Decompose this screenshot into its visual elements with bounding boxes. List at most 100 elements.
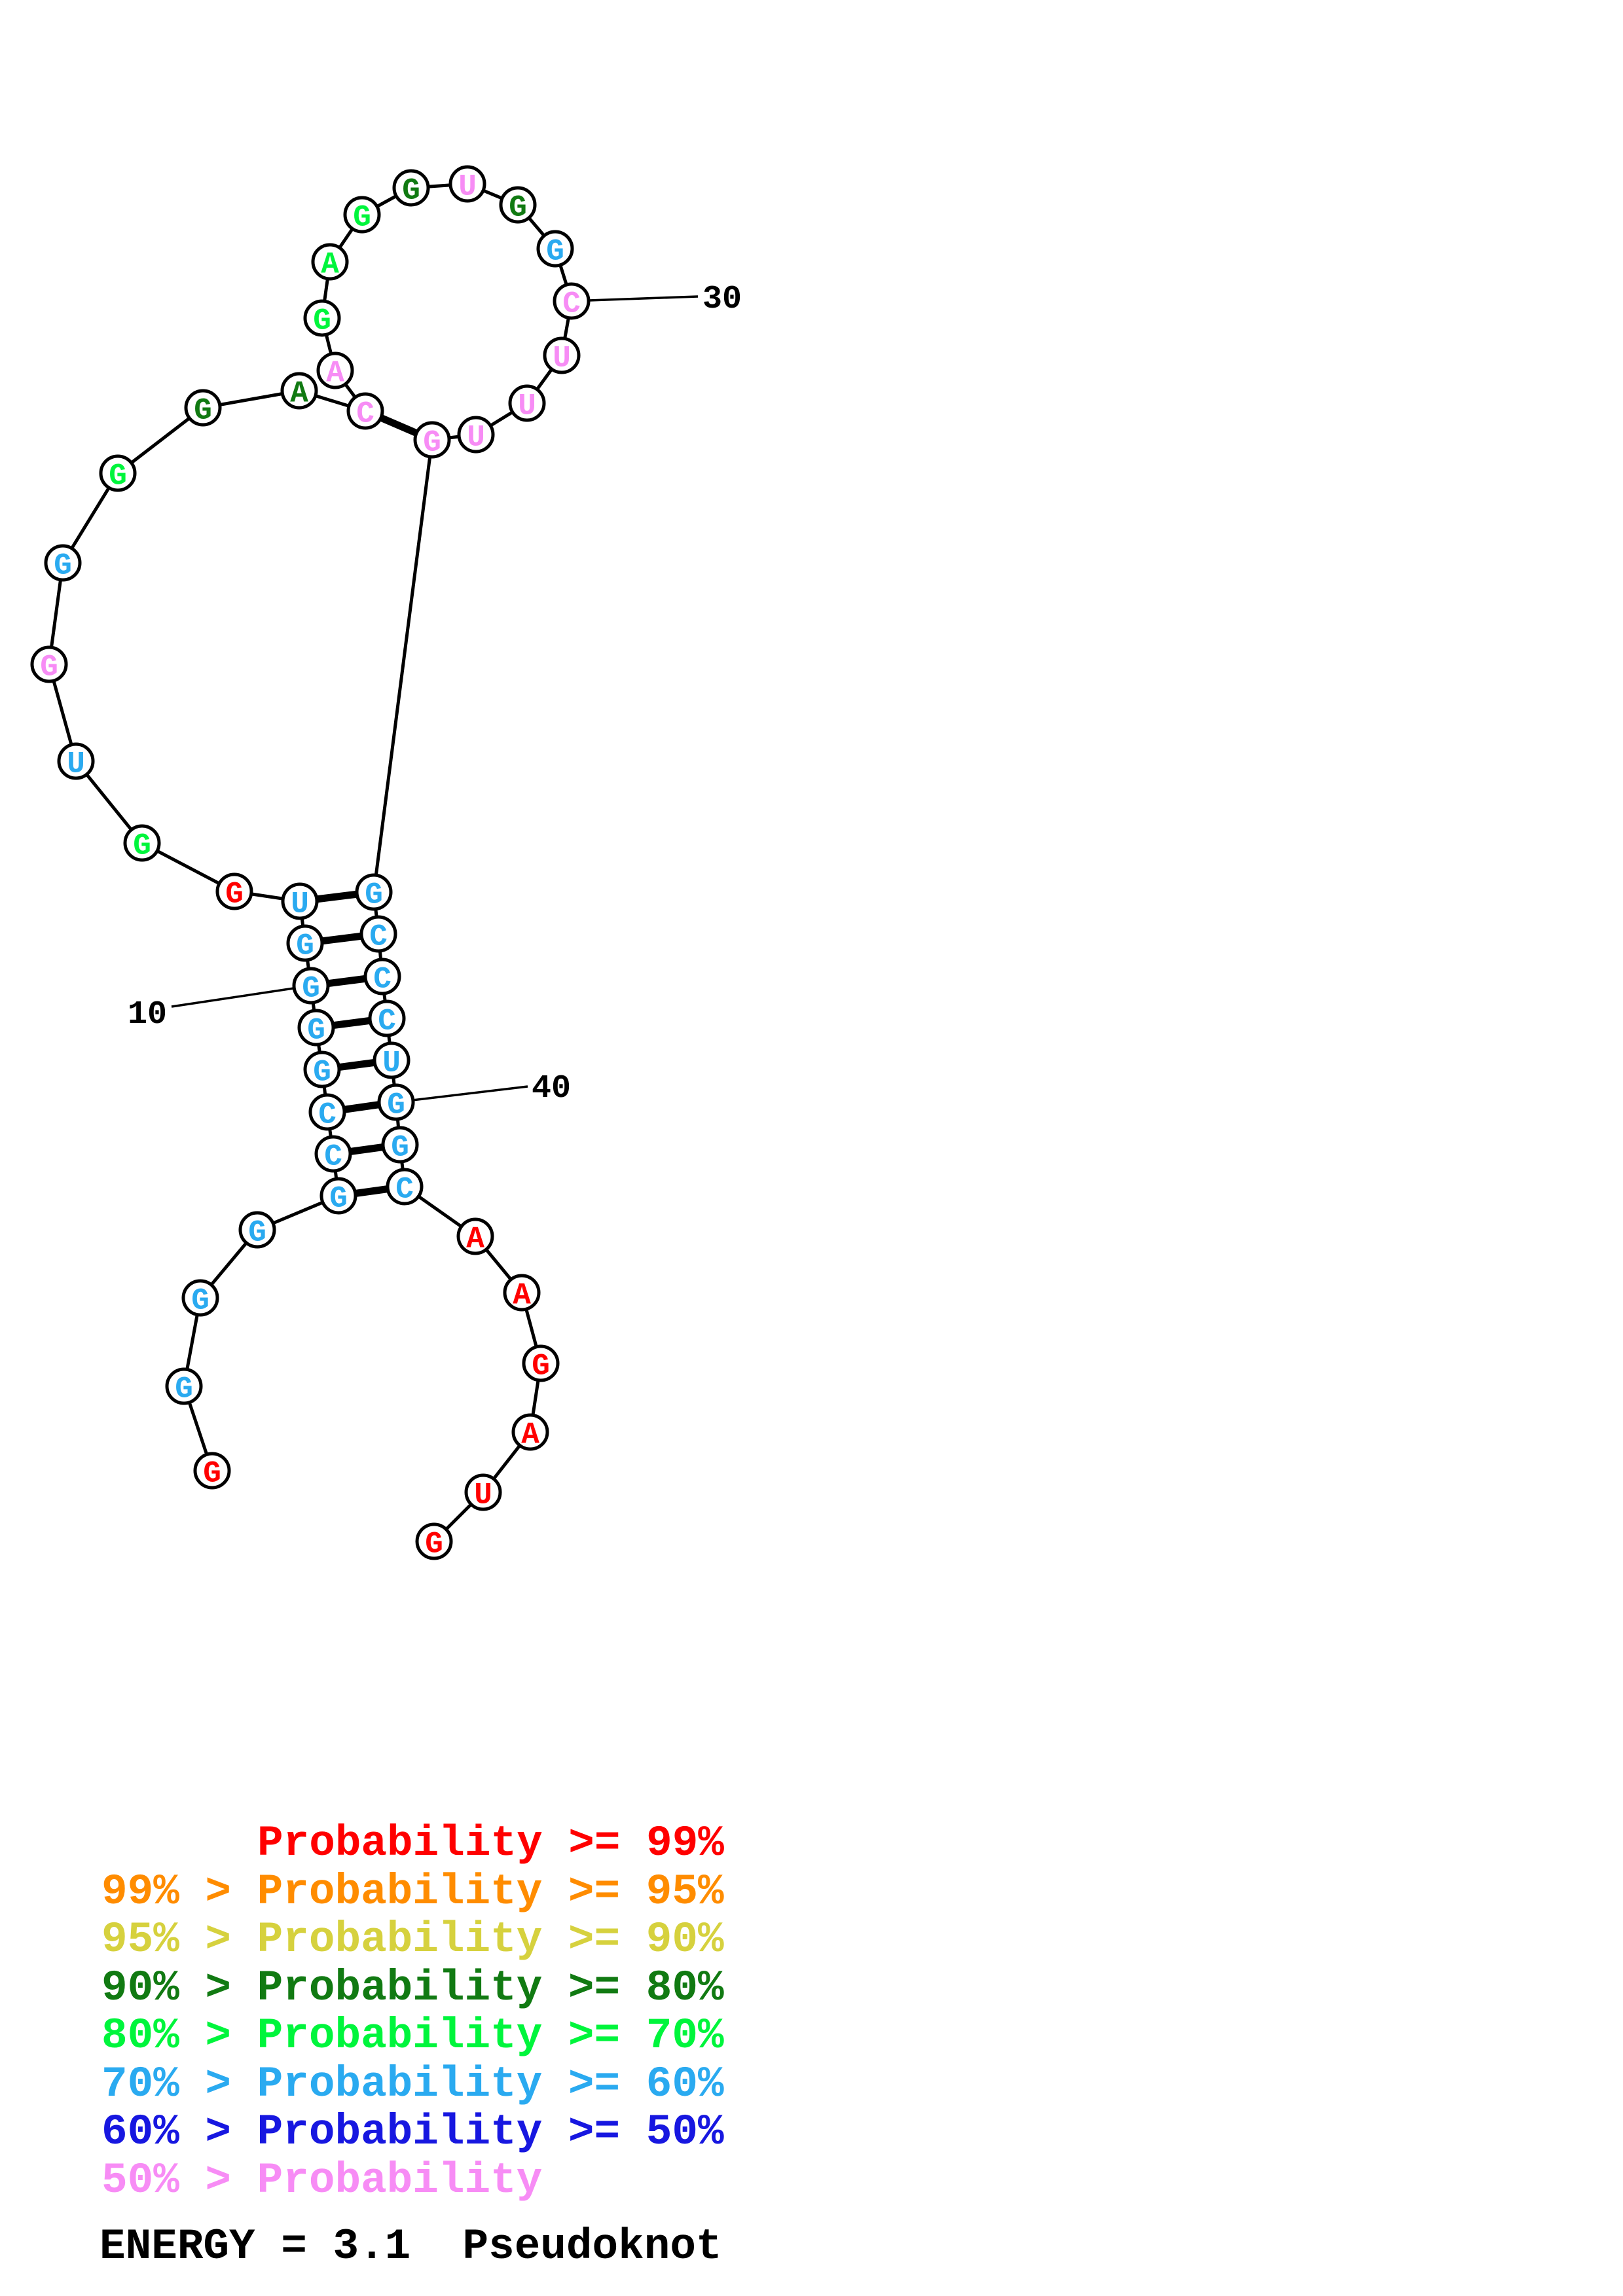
position-label-40: 40: [532, 1070, 571, 1107]
nucleotide-letter-30-C: C: [562, 287, 581, 321]
nucleotide-circle-42: [386, 1168, 424, 1206]
nucleotide-circle-28: [499, 186, 537, 224]
nucleotide-circle-3: [181, 1279, 219, 1317]
nucleotide-circle-48: [415, 1522, 453, 1560]
legend-row-p70: 80% > Probability >= 70%: [101, 2011, 724, 2060]
nucleotide-letter-33-U: U: [467, 421, 485, 455]
nucleotide-circle-46: [511, 1413, 549, 1451]
nucleotide-letter-1-G: G: [203, 1457, 221, 1491]
nucleotide-circle-2: [165, 1367, 203, 1405]
nucleotide-circle-5: [319, 1177, 357, 1215]
nucleotide-letter-39-U: U: [382, 1047, 401, 1081]
nucleotide-circle-23: [303, 299, 341, 337]
nucleotide-letter-37-C: C: [373, 963, 392, 997]
nucleotide-letter-11-G: G: [296, 929, 314, 963]
legend-row-p60: 70% > Probability >= 60%: [101, 2059, 724, 2109]
nucleotide-letter-16-G: G: [40, 651, 58, 685]
nucleotide-letter-8-G: G: [313, 1056, 331, 1090]
nucleotide-letter-45-G: G: [532, 1350, 550, 1384]
nucleotide-letter-47-U: U: [474, 1479, 492, 1513]
nucleotide-letter-34-G: G: [423, 426, 441, 460]
nucleotide-letter-7-C: C: [318, 1098, 337, 1132]
legend-row-p95: 99% > Probability >= 95%: [101, 1867, 724, 1916]
nucleotide-circle-44: [503, 1274, 541, 1312]
nucleotide-circle-21: [346, 392, 384, 430]
nucleotide-circle-15: [57, 742, 95, 780]
nucleotide-circle-47: [464, 1473, 502, 1511]
nucleotide-letter-5-G: G: [329, 1182, 348, 1216]
nucleotide-letter-24-A: A: [321, 248, 339, 282]
nucleotide-letter-32-U: U: [518, 389, 536, 423]
nucleotide-letter-42-C: C: [395, 1173, 414, 1207]
nucleotide-letter-48-G: G: [425, 1528, 443, 1562]
nucleotide-circle-37: [363, 958, 401, 996]
nucleotide-letter-17-G: G: [54, 549, 72, 583]
nucleotide-circle-9: [297, 1009, 335, 1047]
nucleotide-circle-39: [373, 1041, 410, 1079]
position-label-line-30: [571, 295, 699, 302]
nucleotide-circle-1: [193, 1452, 231, 1490]
nucleotide-letter-35-G: G: [365, 878, 383, 912]
nucleotide-letter-43-A: A: [466, 1223, 484, 1257]
nucleotide-circle-29: [536, 230, 574, 268]
legend-row-p0: 50% > Probability: [101, 2155, 543, 2205]
nucleotide-circle-38: [368, 999, 406, 1037]
nucleotide-circle-36: [359, 915, 397, 953]
nucleotide-circle-30: [553, 282, 591, 320]
nucleotide-letter-10-G: G: [302, 972, 320, 1006]
nucleotide-letter-36-C: C: [369, 920, 388, 954]
legend-row-p99: Probability >= 99%: [257, 1819, 724, 1868]
nucleotide-circle-40: [377, 1083, 415, 1121]
nucleotide-circle-4: [238, 1211, 276, 1249]
nucleotide-circle-19: [184, 389, 222, 427]
nucleotide-circle-25: [343, 196, 381, 234]
energy-footer: ENERGY = 3.1 Pseudoknot: [100, 2222, 722, 2271]
nucleotide-letter-26-G: G: [402, 174, 420, 208]
nucleotide-circle-24: [311, 243, 349, 281]
position-label-30: 30: [702, 281, 742, 318]
nucleotide-circle-14: [123, 824, 161, 862]
nucleotide-letter-31-U: U: [553, 342, 571, 376]
nucleotide-letter-12-U: U: [291, 888, 309, 922]
nucleotide-letter-29-G: G: [546, 235, 564, 269]
nucleotide-circle-11: [286, 924, 324, 962]
legend-row-p80: 90% > Probability >= 80%: [101, 1963, 724, 2013]
nucleotide-circle-7: [308, 1093, 346, 1131]
nucleotide-letter-44-A: A: [513, 1279, 531, 1313]
nucleotide-letter-6-C: C: [324, 1140, 342, 1174]
position-label-10: 10: [128, 996, 167, 1033]
nucleotide-circle-18: [99, 454, 137, 492]
nucleotide-letter-27-U: U: [458, 170, 477, 204]
nucleotide-letter-38-C: C: [378, 1005, 396, 1039]
nucleotide-circle-35: [355, 873, 393, 911]
nucleotide-letter-25-G: G: [353, 201, 371, 235]
probability-legend: Probability >= 99% 99% > Probability >= 9…: [101, 1820, 724, 2204]
nucleotide-letter-41-G: G: [391, 1131, 409, 1165]
nucleotide-circle-33: [457, 416, 495, 454]
nucleotide-circle-31: [543, 336, 581, 374]
nucleotide-circle-16: [30, 645, 68, 683]
nucleotide-letter-3-G: G: [191, 1284, 210, 1318]
nucleotide-circle-41: [381, 1126, 419, 1164]
nucleotide-letter-18-G: G: [109, 459, 127, 493]
nucleotide-letter-40-G: G: [387, 1088, 405, 1122]
legend-row-p50: 60% > Probability >= 50%: [101, 2108, 724, 2157]
nucleotide-letter-19-G: G: [194, 394, 212, 428]
nucleotide-circle-27: [448, 165, 486, 203]
nucleotide-circle-8: [303, 1050, 341, 1088]
nucleotide-circle-22: [316, 351, 354, 389]
nucleotide-letter-13-G: G: [225, 878, 244, 912]
nucleotide-letter-23-G: G: [313, 304, 331, 338]
nucleotide-letter-20-A: A: [290, 377, 308, 411]
nucleotide-letter-14-G: G: [133, 829, 151, 863]
nucleotide-circle-13: [215, 872, 253, 910]
nucleotide-circle-6: [314, 1135, 352, 1173]
nucleotide-letter-4-G: G: [248, 1216, 266, 1250]
nucleotide-circle-43: [456, 1217, 494, 1255]
position-label-line-10: [171, 984, 312, 1008]
nucleotide-letter-15-U: U: [67, 747, 85, 781]
nucleotide-circle-34: [413, 421, 451, 459]
nucleotide-circle-32: [508, 384, 546, 422]
